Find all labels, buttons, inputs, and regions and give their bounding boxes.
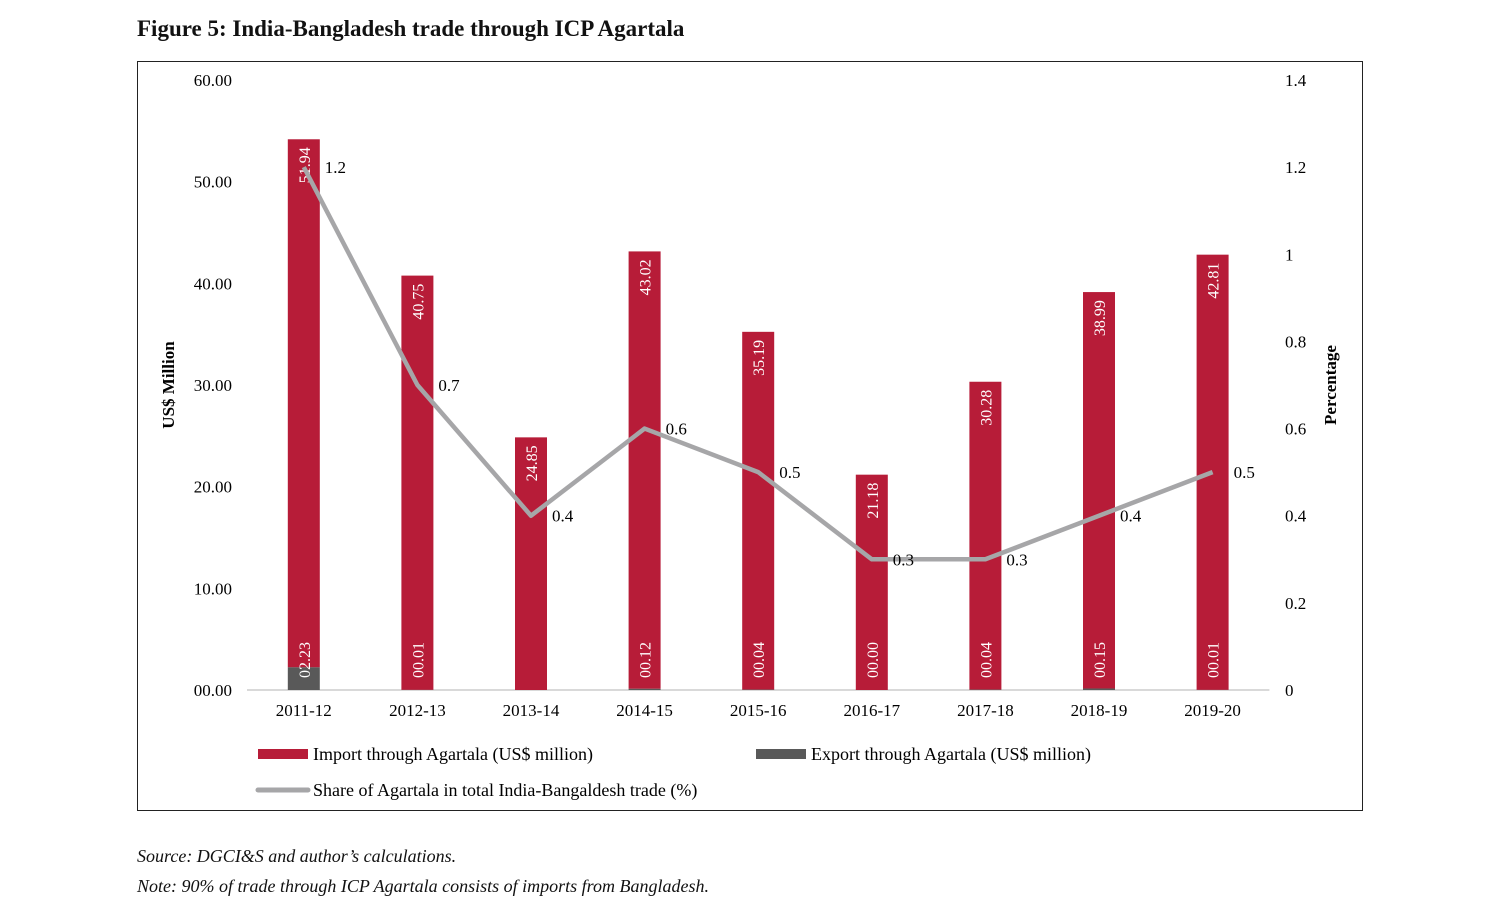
y-tick-label: 60.00 bbox=[194, 71, 232, 90]
legend-label: Import through Agartala (US$ million) bbox=[313, 744, 593, 765]
import-bar bbox=[401, 275, 434, 690]
import-data-label: 24.85 bbox=[524, 445, 541, 481]
export-data-label: 00.00 bbox=[865, 642, 882, 678]
x-tick-label: 2016-17 bbox=[843, 701, 900, 720]
export-bar bbox=[628, 688, 661, 690]
import-data-label: 43.02 bbox=[638, 259, 655, 295]
export-data-label: 00.04 bbox=[978, 642, 995, 678]
share-data-label: 0.7 bbox=[438, 376, 460, 395]
import-data-label: 21.18 bbox=[865, 483, 882, 519]
import-data-label: 35.19 bbox=[751, 340, 768, 376]
x-tick-label: 2013-14 bbox=[503, 701, 560, 720]
y2-tick-label: 1.4 bbox=[1285, 71, 1307, 90]
chart-frame bbox=[137, 61, 1363, 811]
export-bar bbox=[1083, 688, 1115, 690]
share-data-label: 0.5 bbox=[779, 463, 800, 482]
y2-tick-label: 1.2 bbox=[1285, 158, 1306, 177]
y2-tick-label: 0.8 bbox=[1285, 332, 1306, 351]
x-tick-label: 2015-16 bbox=[730, 701, 787, 720]
share-data-label: 0.6 bbox=[666, 420, 687, 439]
y2-tick-label: 0.6 bbox=[1285, 420, 1306, 439]
x-tick-label: 2012-13 bbox=[389, 701, 446, 720]
y2-tick-label: 0 bbox=[1285, 681, 1294, 700]
export-data-label: 00.04 bbox=[751, 642, 768, 678]
share-data-label: 0.4 bbox=[1120, 507, 1142, 526]
legend-label: Share of Agartala in total India-Bangald… bbox=[313, 780, 697, 801]
import-bar bbox=[742, 331, 775, 690]
y2-tick-label: 0.2 bbox=[1285, 594, 1306, 613]
legend-bar-swatch bbox=[756, 749, 806, 759]
export-data-label: 02.23 bbox=[297, 642, 314, 678]
import-data-label: 42.81 bbox=[1206, 263, 1223, 299]
y-axis-title: US$ Million bbox=[159, 341, 178, 429]
share-data-label: 0.3 bbox=[893, 550, 914, 569]
import-bar bbox=[1083, 292, 1115, 689]
import-bar bbox=[855, 474, 888, 690]
y2-axis-title: Percentage bbox=[1321, 345, 1340, 425]
share-data-label: 0.3 bbox=[1006, 550, 1027, 569]
footnote: Note: 90% of trade through ICP Agartala … bbox=[137, 876, 710, 896]
share-data-label: 0.4 bbox=[552, 507, 574, 526]
import-data-label: 30.28 bbox=[978, 390, 995, 426]
export-bar bbox=[287, 667, 320, 690]
legend-label: Export through Agartala (US$ million) bbox=[811, 744, 1091, 765]
import-bar bbox=[287, 139, 320, 668]
export-data-label: 00.01 bbox=[410, 642, 427, 678]
share-data-label: 1.2 bbox=[325, 158, 346, 177]
y-tick-label: 00.00 bbox=[194, 681, 232, 700]
x-tick-label: 2018-19 bbox=[1071, 701, 1128, 720]
y2-tick-label: 1 bbox=[1285, 245, 1294, 264]
import-bar bbox=[515, 437, 547, 690]
export-data-label: 00.01 bbox=[1206, 642, 1223, 678]
import-data-label: 40.75 bbox=[410, 284, 427, 320]
import-bar bbox=[969, 381, 1002, 690]
figure-title: Figure 5: India-Bangladesh trade through… bbox=[137, 16, 685, 41]
share-data-label: 0.5 bbox=[1234, 463, 1255, 482]
legend-bar-swatch bbox=[258, 749, 308, 759]
y-tick-label: 40.00 bbox=[194, 274, 232, 293]
y-tick-label: 20.00 bbox=[194, 478, 232, 497]
import-bar bbox=[628, 251, 661, 689]
x-tick-label: 2011-12 bbox=[276, 701, 332, 720]
y2-tick-label: 0.4 bbox=[1285, 507, 1307, 526]
y-tick-label: 50.00 bbox=[194, 173, 232, 192]
export-data-label: 00.15 bbox=[1092, 642, 1109, 678]
import-data-label: 38.99 bbox=[1092, 300, 1109, 336]
x-tick-label: 2014-15 bbox=[616, 701, 673, 720]
y-tick-label: 10.00 bbox=[194, 579, 232, 598]
x-tick-label: 2017-18 bbox=[957, 701, 1014, 720]
y-tick-label: 30.00 bbox=[194, 376, 232, 395]
source-note: Source: DGCI&S and author’s calculations… bbox=[137, 846, 457, 866]
x-tick-label: 2019-20 bbox=[1184, 701, 1241, 720]
export-data-label: 00.12 bbox=[638, 642, 655, 678]
